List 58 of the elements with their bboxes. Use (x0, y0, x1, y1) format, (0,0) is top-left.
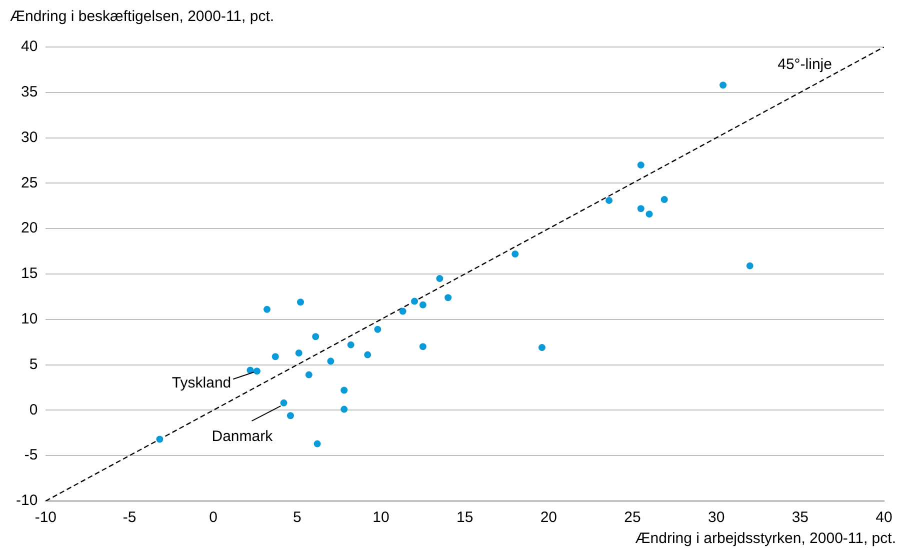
point (436, 275, 444, 282)
point (272, 353, 279, 360)
point (340, 386, 348, 394)
point (419, 301, 426, 308)
annotation: Danmark (212, 428, 274, 446)
y-tick-label: -5 (24, 446, 38, 464)
point (280, 399, 288, 406)
annotation: Tyskland (172, 374, 232, 392)
point (399, 308, 406, 315)
point (305, 371, 312, 378)
point (286, 412, 294, 420)
point (720, 82, 727, 89)
y-tick-label: 10 (20, 310, 38, 328)
point (746, 262, 754, 270)
x-tick-label: -5 (122, 509, 136, 526)
point (538, 344, 546, 352)
x-tick-label: 0 (209, 509, 218, 526)
point (637, 205, 644, 212)
point (364, 351, 372, 358)
y-tick-label: 5 (29, 356, 38, 373)
point (340, 406, 348, 413)
point (646, 210, 653, 218)
point (444, 294, 452, 302)
x-tick-label: 5 (293, 509, 302, 526)
point (253, 368, 260, 375)
y-axis-title: Ændring i beskæftigelsen, 2000-11, pct. (10, 8, 276, 27)
point (660, 196, 668, 204)
point (411, 298, 418, 305)
x-tick-label: 10 (372, 509, 390, 526)
y-tick-label: 40 (20, 38, 38, 56)
point (419, 343, 426, 350)
x-axis-title: Ændring i arbejdsstyrken, 2000-11, pct. (634, 530, 896, 547)
point (295, 349, 302, 356)
point (606, 196, 613, 204)
point (314, 440, 321, 448)
x-tick-label: 35 (792, 509, 809, 526)
point (347, 341, 354, 348)
point (512, 250, 519, 258)
point (156, 436, 164, 443)
x-tick-label: 15 (456, 509, 474, 526)
y-tick-label: 0 (29, 401, 38, 418)
y-tick-label: 25 (20, 174, 38, 192)
y-tick-label: 35 (20, 84, 38, 101)
x-tick-label: 25 (624, 509, 641, 526)
point (327, 358, 334, 365)
x-tick-label: 20 (540, 509, 558, 526)
point (263, 306, 270, 313)
point (297, 298, 304, 306)
y-tick-label: 30 (20, 128, 38, 146)
point (312, 333, 320, 340)
y-tick-label: 20 (20, 220, 38, 237)
x-tick-label: 40 (876, 509, 892, 526)
y-tick-label: 15 (20, 265, 38, 282)
point (374, 326, 382, 333)
point (637, 162, 644, 169)
series-label: 45°-linje (778, 56, 832, 74)
y-tick-label: -10 (16, 492, 38, 510)
x-tick-label: 30 (708, 509, 725, 526)
